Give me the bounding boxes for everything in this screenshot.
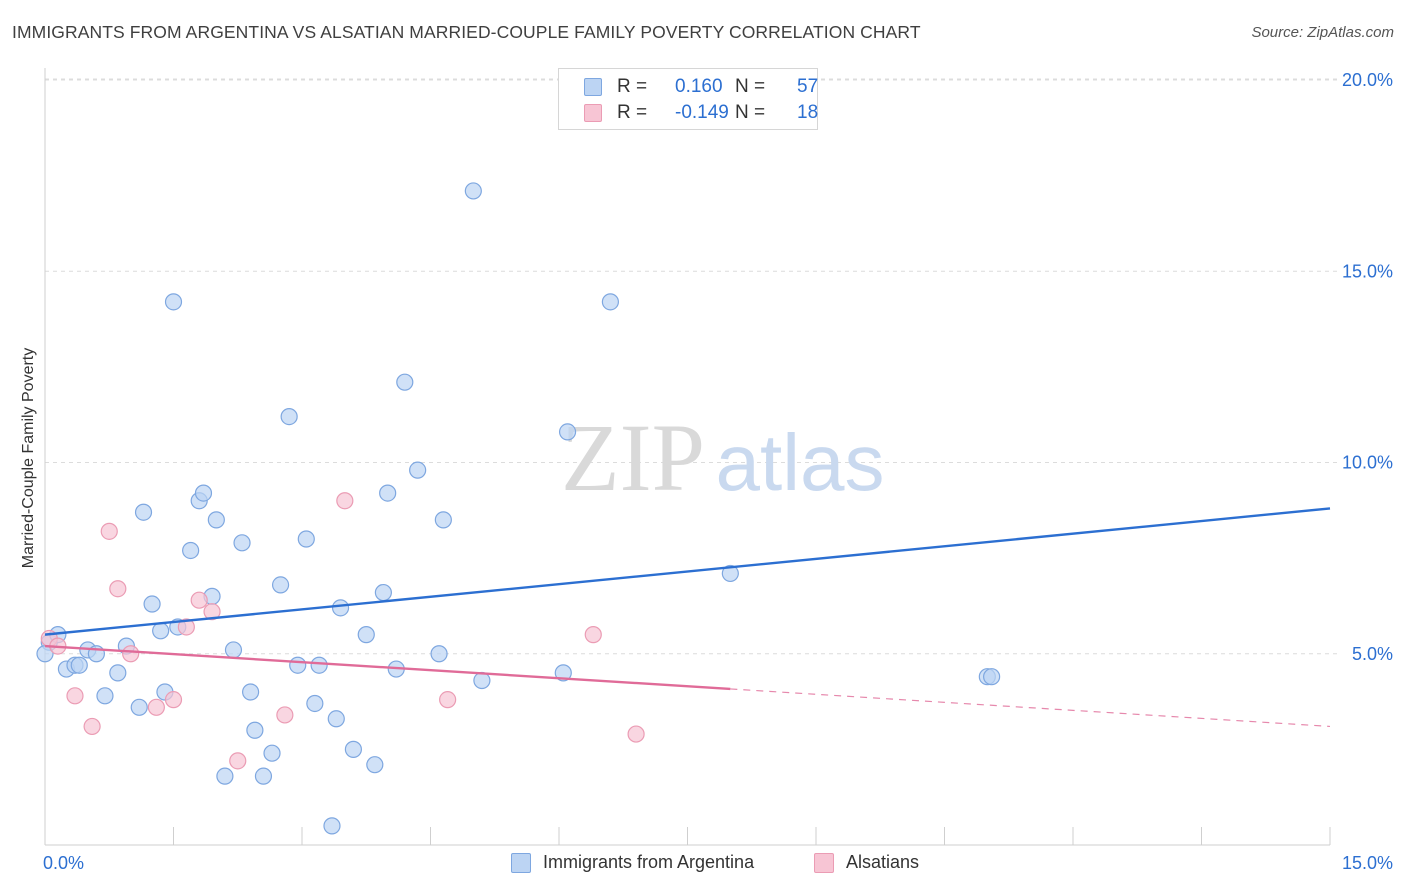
data-point: [134, 503, 153, 521]
data-point: [464, 182, 482, 200]
n-label: N =: [735, 76, 766, 97]
x-tick-label: 0.0%: [43, 853, 84, 873]
watermark: ZIP atlas: [561, 404, 884, 511]
x-tick-label: 15.0%: [1342, 853, 1393, 873]
data-point: [721, 564, 739, 583]
data-point: [177, 618, 195, 636]
data-point: [434, 511, 452, 529]
data-point: [229, 752, 247, 770]
data-point: [207, 511, 225, 529]
grid-lines: [45, 78, 1338, 655]
data-point: [409, 461, 427, 479]
data-point: [143, 595, 161, 613]
y-tick-label: 15.0%: [1342, 261, 1393, 281]
data-point: [289, 656, 307, 674]
data-point: [310, 656, 328, 674]
legend-item-alsatians: Alsatians: [814, 852, 919, 873]
watermark-zip: ZIP: [561, 404, 705, 511]
legend-label-alsatians: Alsatians: [846, 852, 920, 872]
r-label: R =: [617, 102, 648, 123]
trend-line: [44, 644, 731, 691]
data-point: [366, 756, 384, 774]
r-value: -0.149: [675, 102, 729, 123]
trend-line-extension: [730, 688, 1331, 728]
data-point: [430, 645, 448, 663]
n-value: 18: [797, 102, 819, 123]
data-point: [164, 293, 183, 311]
legend-swatch-alsatians: [814, 852, 834, 873]
data-point: [627, 725, 645, 743]
y-tick-label: 5.0%: [1352, 644, 1393, 664]
y-tick-label: 20.0%: [1342, 70, 1393, 90]
data-point: [246, 721, 264, 739]
data-point: [336, 492, 354, 510]
trend-line: [44, 507, 1331, 636]
data-point: [152, 622, 170, 640]
data-point: [147, 698, 165, 716]
data-point: [83, 717, 101, 736]
y-tick-label: 10.0%: [1342, 453, 1393, 473]
data-point: [70, 656, 88, 674]
series-legend: Immigrants from Argentina Alsatians: [0, 852, 1406, 876]
data-point: [242, 683, 260, 701]
data-point: [182, 541, 200, 560]
chart-title: IMMIGRANTS FROM ARGENTINA VS ALSATIAN MA…: [12, 22, 921, 42]
data-point: [396, 373, 414, 391]
data-point: [584, 626, 602, 644]
data-point: [100, 522, 118, 540]
data-point: [374, 583, 392, 602]
n-label: N =: [735, 102, 766, 123]
data-point: [306, 694, 324, 713]
data-point: [297, 530, 315, 548]
data-point: [216, 767, 234, 785]
data-point: [109, 664, 127, 682]
watermark-atlas: atlas: [716, 418, 885, 507]
source-label: Source: ZipAtlas.com: [1251, 24, 1394, 41]
axes: [44, 68, 1331, 846]
argentina-swatch: [584, 78, 602, 96]
trend-lines: [44, 507, 1331, 728]
data-point: [203, 603, 221, 621]
data-point: [280, 408, 298, 426]
r-value: 0.160: [675, 76, 723, 97]
data-point: [379, 484, 397, 502]
data-point: [271, 576, 290, 594]
r-label: R =: [617, 76, 648, 97]
data-point: [327, 710, 345, 728]
data-point: [233, 534, 251, 552]
alsatians-swatch: [584, 104, 602, 122]
data-point: [439, 691, 457, 709]
legend-swatch-argentina: [511, 852, 531, 873]
data-point: [66, 687, 84, 705]
data-point: [130, 698, 148, 716]
legend-label-argentina: Immigrants from Argentina: [543, 852, 755, 872]
data-point: [263, 744, 281, 762]
data-point: [554, 664, 572, 682]
n-value: 57: [797, 76, 819, 97]
data-point: [96, 687, 114, 705]
data-point: [224, 641, 243, 659]
data-point: [276, 706, 294, 724]
legend-item-argentina: Immigrants from Argentina: [511, 852, 754, 873]
data-point: [109, 580, 127, 598]
data-point: [323, 817, 341, 835]
data-point: [122, 645, 140, 663]
data-point: [190, 591, 208, 609]
data-point: [331, 599, 350, 617]
data-point: [558, 423, 577, 441]
data-point: [344, 740, 362, 758]
stats-legend: R = 0.160 N = 57 R = -0.149 N = 18: [558, 68, 818, 130]
tick-labels: 5.0% 10.0% 15.0% 20.0% 0.0% 15.0%: [43, 70, 1393, 873]
data-point: [601, 293, 620, 311]
data-point: [194, 484, 213, 502]
data-points: [36, 182, 1001, 835]
data-point: [254, 767, 273, 785]
data-point: [983, 668, 1001, 686]
data-point: [357, 626, 375, 644]
data-point: [164, 691, 183, 709]
